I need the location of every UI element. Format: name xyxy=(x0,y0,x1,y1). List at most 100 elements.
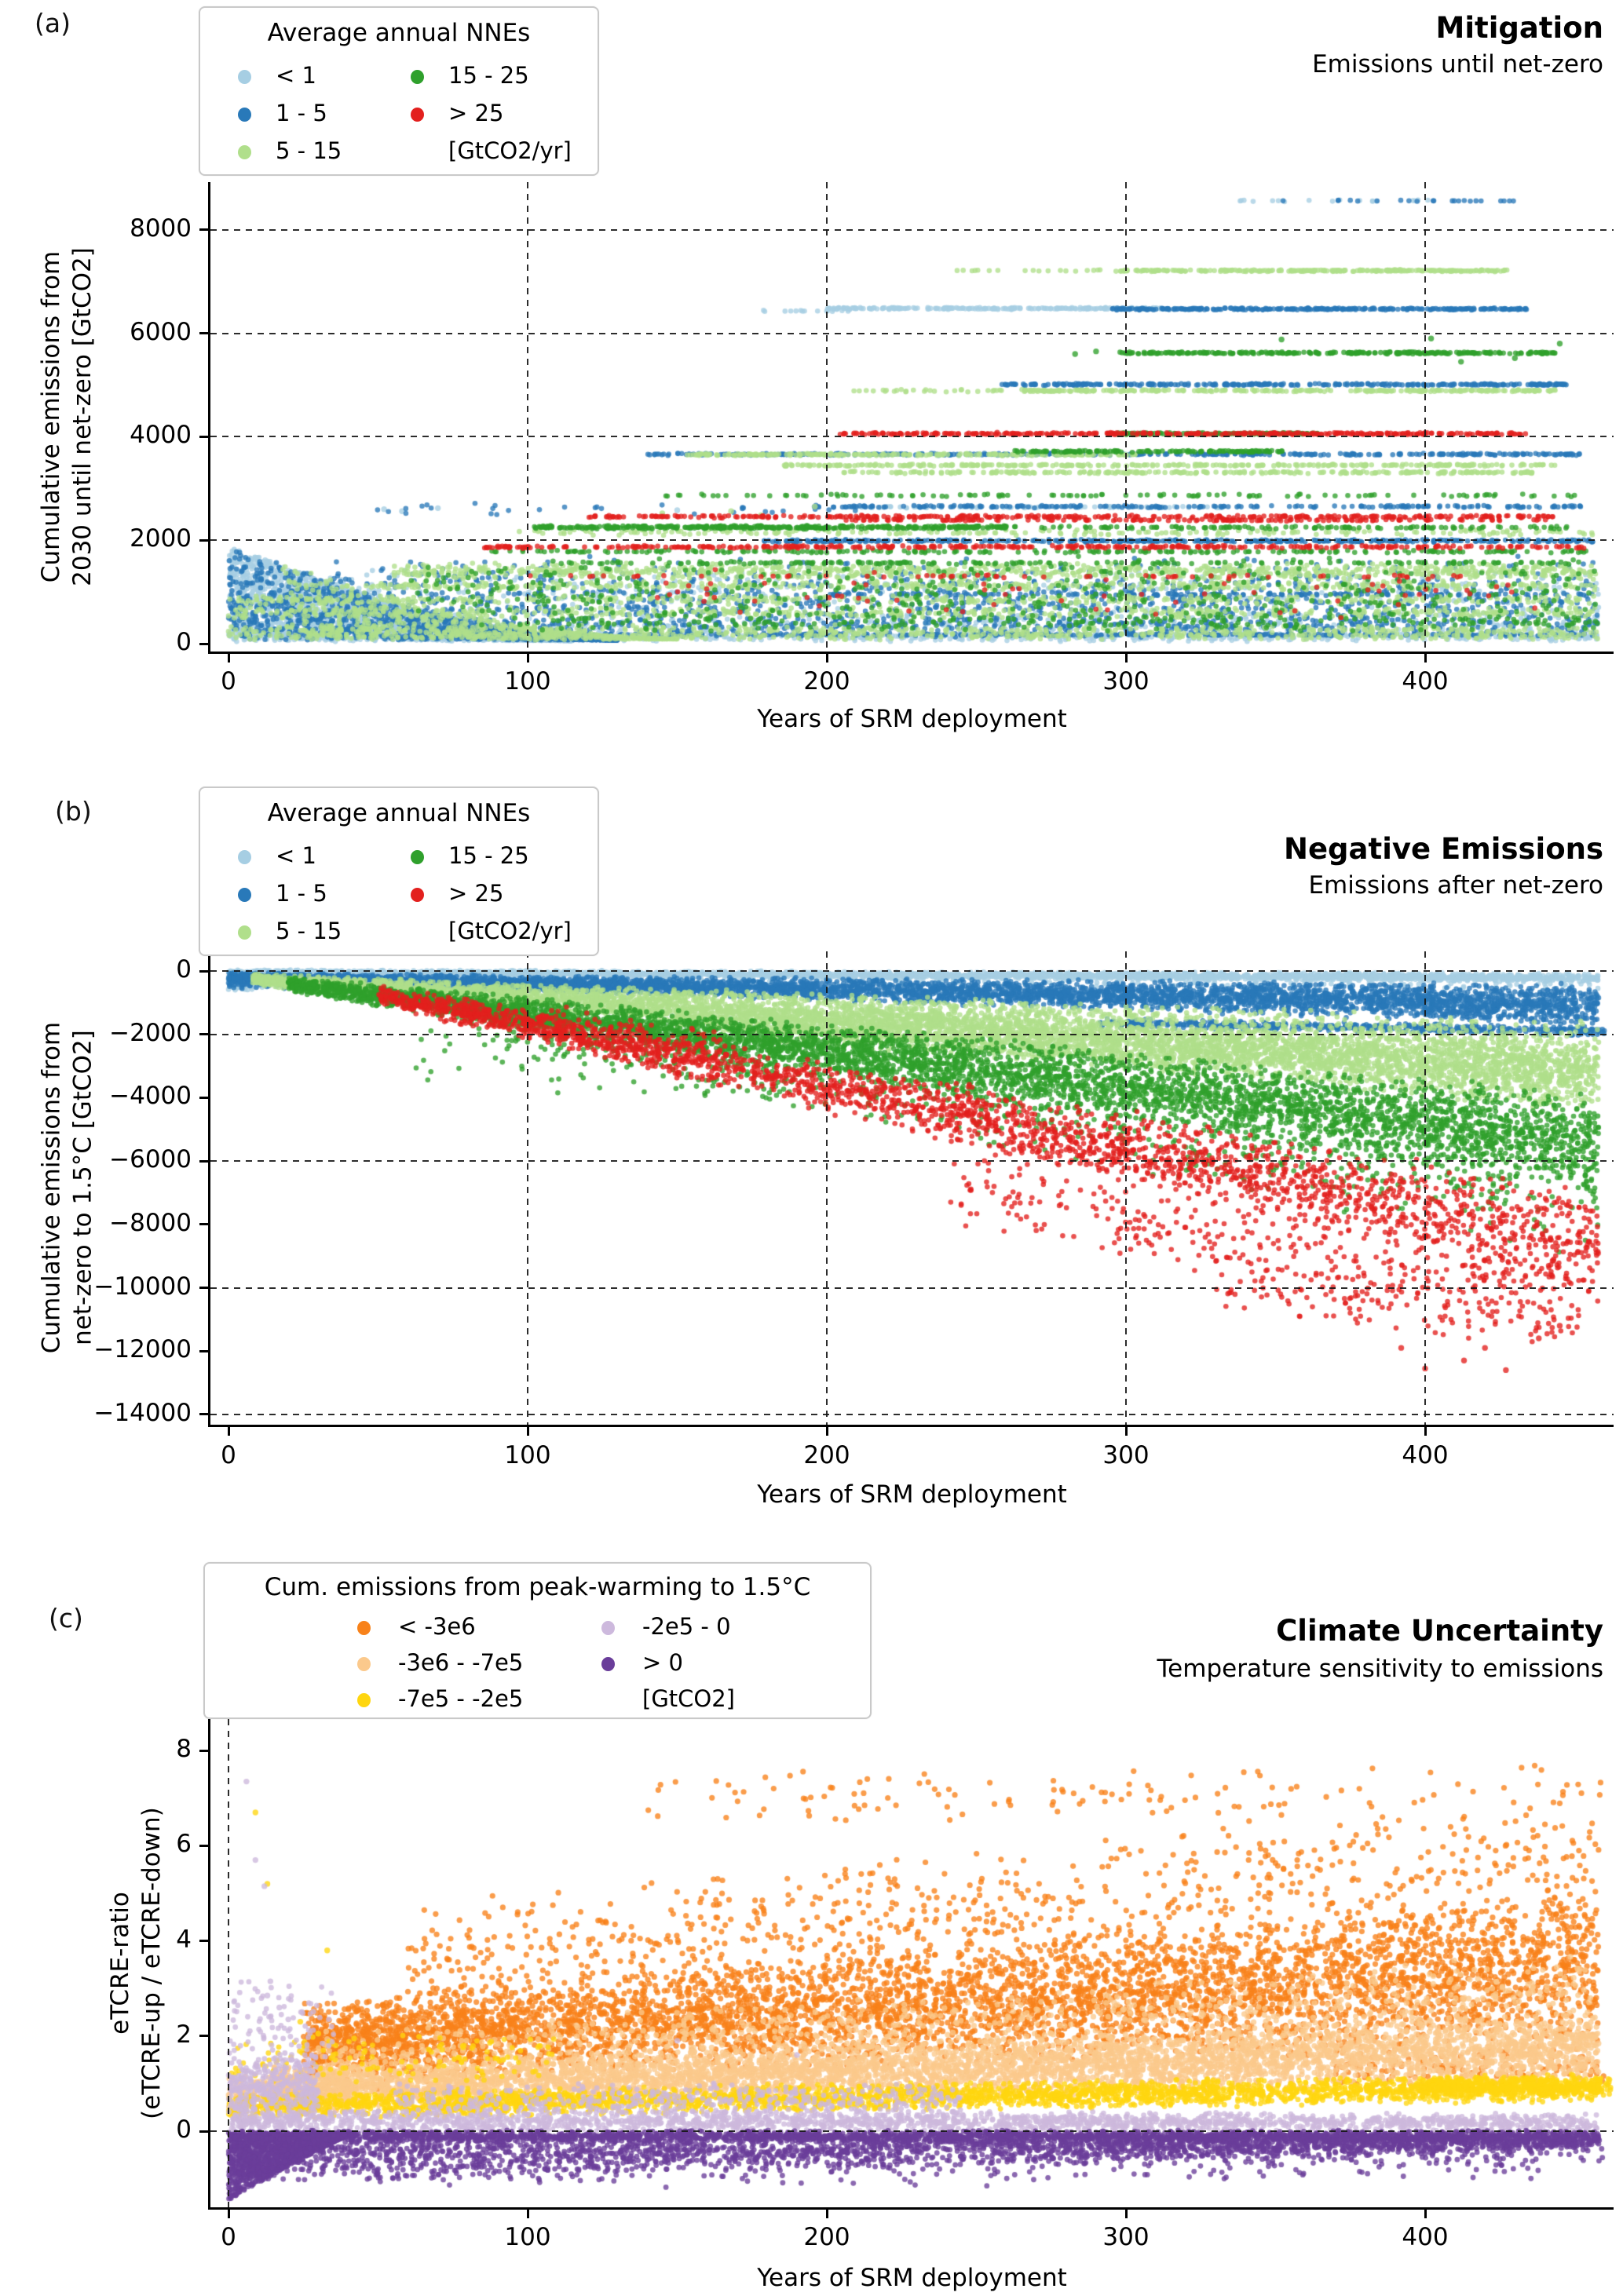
xtick-label-c-0: 0 xyxy=(221,2223,236,2251)
ytick-label-a-2000: 2000 xyxy=(130,524,192,553)
panel-c-subtitle: Temperature sensitivity to emissions xyxy=(1157,1655,1603,1683)
legend-label-a-1-0: 1 - 5 xyxy=(276,100,327,126)
legend-label-b-0-1: 15 - 25 xyxy=(448,842,529,869)
panel-c-title: Climate Uncertainty xyxy=(1276,1614,1603,1648)
xtick-label-b-300: 300 xyxy=(1102,1441,1150,1469)
scatter-canvas-c xyxy=(210,1719,1614,2207)
gridline-y-b--6000 xyxy=(210,1160,1614,1163)
legend-label-c-0-1: -2e5 - 0 xyxy=(642,1613,731,1640)
xtick-label-b-0: 0 xyxy=(221,1441,236,1469)
xtick-c-400 xyxy=(1424,2207,1427,2218)
ytick-c-8 xyxy=(199,1749,210,1752)
bottom-spine-a xyxy=(208,652,1614,654)
ytick-a-6000 xyxy=(199,332,210,335)
xtick-label-a-400: 400 xyxy=(1402,667,1449,695)
ylabel-b: Cumulative emissions from net-zero to 1.5… xyxy=(35,951,106,1425)
bottom-spine-c xyxy=(208,2207,1614,2210)
legend-marker-a-0-0 xyxy=(238,70,251,84)
ytick-label-c-2: 2 xyxy=(176,2020,192,2049)
legend-marker-a-1-1 xyxy=(411,108,424,122)
gridline-x-b-300 xyxy=(1125,951,1127,1425)
ytick-label-a-6000: 6000 xyxy=(130,317,192,346)
left-spine-b xyxy=(208,951,210,1427)
legend-label-a-2-1: [GtCO2/yr] xyxy=(448,137,572,164)
xtick-label-c-100: 100 xyxy=(504,2223,551,2251)
legend-label-b-2-0: 5 - 15 xyxy=(276,918,342,944)
gridline-y-b--2000 xyxy=(210,1033,1614,1035)
xtick-label-c-400: 400 xyxy=(1402,2223,1449,2251)
xtick-b-0 xyxy=(227,1425,230,1436)
xtick-label-b-400: 400 xyxy=(1402,1441,1449,1469)
ytick-b--10000 xyxy=(199,1287,210,1289)
ytick-label-a-4000: 4000 xyxy=(130,421,192,450)
legend-marker-a-0-1 xyxy=(411,70,424,84)
ylabel-b-line1: Cumulative emissions from xyxy=(37,1021,65,1354)
ytick-label-b--8000: −8000 xyxy=(109,1208,192,1237)
ylabel-b-line2: net-zero to 1.5°C [GtCO2] xyxy=(68,1030,97,1345)
ytick-c-2 xyxy=(199,2035,210,2038)
legend-b: Average annual NNEs < 1 1 - 5 5 - 15 15 - 25… xyxy=(199,787,599,956)
legend-title-a: Average annual NNEs xyxy=(267,19,531,47)
legend-label-a-0-0: < 1 xyxy=(276,62,316,89)
legend-label-c-0-0: < -3e6 xyxy=(398,1613,476,1640)
ytick-label-c-0: 0 xyxy=(176,2115,192,2144)
gridline-y-a-2000 xyxy=(210,539,1614,542)
legend-title-b: Average annual NNEs xyxy=(267,799,531,827)
xtick-label-a-100: 100 xyxy=(504,667,551,695)
left-spine-c xyxy=(208,1719,210,2210)
gridline-y-a-4000 xyxy=(210,436,1614,438)
legend-a: Average annual NNEs < 1 1 - 5 5 - 15 15 - 25… xyxy=(199,6,599,176)
gridline-x-a-200 xyxy=(826,182,828,652)
ytick-a-8000 xyxy=(199,228,210,232)
ytick-label-b--10000: −10000 xyxy=(93,1272,192,1301)
legend-marker-b-0-0 xyxy=(238,850,251,864)
plot-area-b xyxy=(210,951,1614,1425)
gridline-y-b--10000 xyxy=(210,1287,1614,1289)
legend-title-c: Cum. emissions from peak-warming to 1.5°… xyxy=(264,1573,811,1601)
legend-label-a-1-1: > 25 xyxy=(448,100,504,126)
ytick-label-a-0: 0 xyxy=(176,628,192,656)
legend-marker-b-0-1 xyxy=(411,850,424,864)
xlabel-a: Years of SRM deployment xyxy=(757,705,1067,733)
xtick-a-100 xyxy=(526,652,529,663)
gridline-y-a-6000 xyxy=(210,332,1614,334)
xtick-c-0 xyxy=(227,2207,230,2218)
legend-label-b-1-1: > 25 xyxy=(448,880,504,907)
ytick-a-0 xyxy=(199,642,210,645)
gridline-x-a-400 xyxy=(1424,182,1426,652)
legend-marker-a-2-0 xyxy=(238,145,251,159)
gridline-y-a-8000 xyxy=(210,228,1614,231)
scatter-canvas-a xyxy=(210,182,1614,652)
ytick-label-a-8000: 8000 xyxy=(130,214,192,243)
ytick-c-0 xyxy=(199,2130,210,2133)
ytick-b--6000 xyxy=(199,1159,210,1163)
ytick-a-4000 xyxy=(199,435,210,438)
legend-label-b-0-0: < 1 xyxy=(276,842,316,869)
legend-marker-b-1-0 xyxy=(238,888,251,902)
ytick-label-b-0: 0 xyxy=(176,955,192,984)
xtick-label-a-200: 200 xyxy=(803,667,850,695)
ytick-label-b--2000: −2000 xyxy=(109,1018,192,1047)
xtick-label-a-300: 300 xyxy=(1102,667,1150,695)
legend-marker-c-2-0 xyxy=(357,1693,371,1707)
ytick-b--8000 xyxy=(199,1223,210,1226)
xtick-label-c-300: 300 xyxy=(1102,2223,1150,2251)
gridline-x-a-300 xyxy=(1125,182,1127,652)
scatter-canvas-b xyxy=(210,951,1614,1425)
ytick-b--2000 xyxy=(199,1033,210,1036)
panel-c-tag: (c) xyxy=(49,1603,83,1633)
legend-label-c-2-1: [GtCO2] xyxy=(642,1685,735,1712)
legend-marker-c-0-0 xyxy=(357,1621,371,1635)
ytick-label-c-4: 4 xyxy=(176,1925,192,1954)
ytick-c-6 xyxy=(199,1844,210,1847)
gridline-y-b--14000 xyxy=(210,1413,1614,1415)
ytick-b-0 xyxy=(199,969,210,973)
panel-a-title: Mitigation xyxy=(1435,11,1603,45)
ylabel-c-line2: (eTCRE-up / eTCRE-down) xyxy=(137,1807,166,2119)
panel-b-tag: (b) xyxy=(55,796,92,827)
xtick-label-b-100: 100 xyxy=(504,1441,551,1469)
legend-c: Cum. emissions from peak-warming to 1.5°… xyxy=(203,1562,872,1719)
plot-area-a xyxy=(210,182,1614,652)
legend-label-c-1-1: > 0 xyxy=(642,1649,683,1676)
legend-label-c-2-0: -7e5 - -2e5 xyxy=(398,1685,524,1712)
